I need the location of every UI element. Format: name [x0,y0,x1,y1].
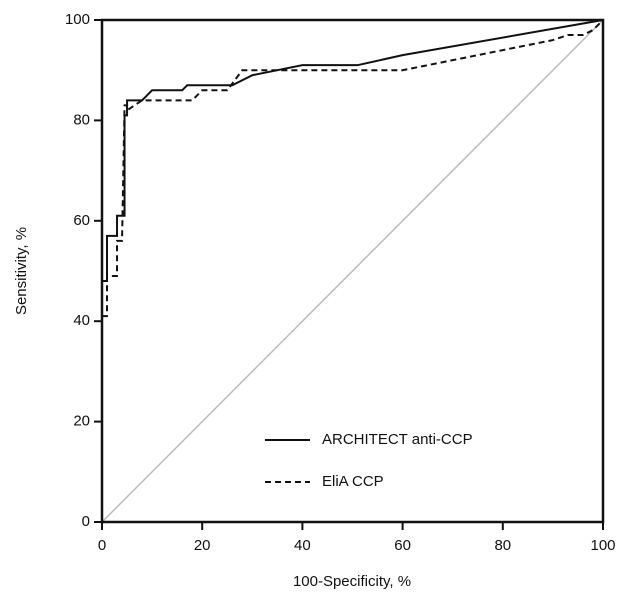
x-axis-label: 100-Specificity, % [293,573,411,590]
reference-diagonal [101,19,604,523]
y-axis-label: Sensitivity, % [13,227,30,315]
x-tick-label: 0 [98,537,106,554]
y-tick-label: 40 [73,312,90,329]
y-tick-label: 0 [82,513,90,530]
x-tick-label: 60 [394,537,411,554]
legend-label: EliA CCP [322,473,384,490]
legend-label: ARCHITECT anti-CCP [322,431,473,448]
x-tick-label: 100 [590,537,615,554]
plot-frame [100,18,605,524]
y-tick-label: 80 [73,111,90,128]
x-tick-label: 40 [294,537,311,554]
roc-curve [101,19,604,322]
y-tick-label: 100 [65,11,90,28]
x-tick-label: 80 [494,537,511,554]
roc-curve [102,19,604,318]
y-tick-label: 20 [73,413,90,430]
x-tick-label: 20 [194,537,211,554]
y-tick-label: 60 [73,212,90,229]
